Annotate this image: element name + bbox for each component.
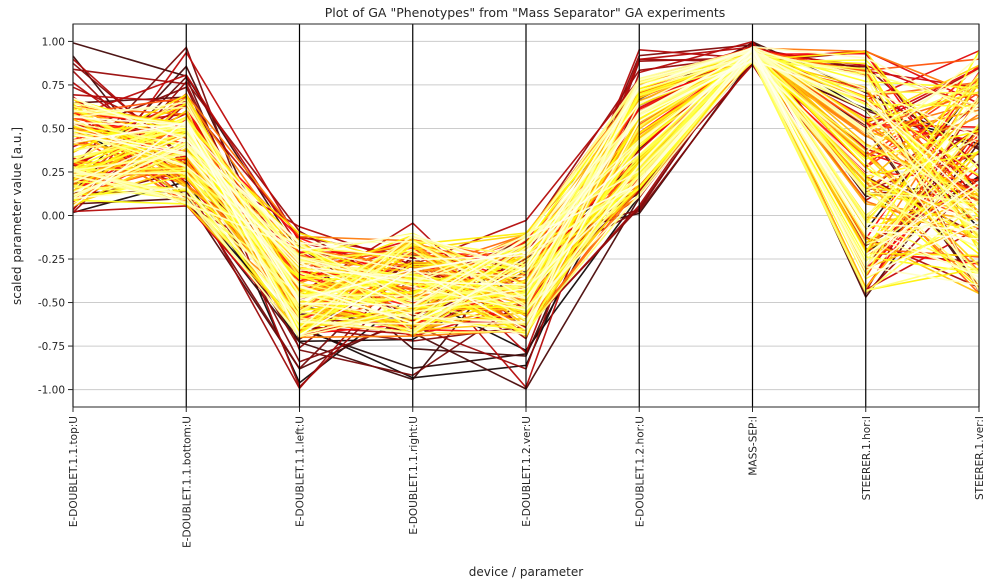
x-tick-label: E-DOUBLET.1.2.hor:U: [634, 416, 646, 527]
x-tick-label: E-DOUBLET.1.1.left:U: [295, 416, 307, 527]
chart-title: Plot of GA "Phenotypes" from "Mass Separ…: [325, 5, 726, 20]
y-tick-label: -0.25: [38, 254, 65, 266]
y-tick-label: 1.00: [42, 36, 65, 48]
y-axis-label: scaled parameter value [a.u.]: [10, 127, 24, 305]
y-ticks: 1.00 0.75 0.50 0.25 0.00 -0.25 -0.50 -0.75 -1.00: [38, 36, 73, 397]
x-tick-label: E-DOUBLET.1.1.bottom:U: [181, 416, 193, 548]
y-tick-label: -1.00: [38, 385, 65, 397]
x-tick-label: STEERER.1.hor:I: [861, 416, 873, 500]
x-tick-label: STEERER.1.ver:I: [974, 416, 986, 500]
x-ticks: E-DOUBLET.1.1.top:U E-DOUBLET.1.1.bottom:…: [68, 407, 986, 548]
x-tick-label: MASS-SEP:I: [748, 416, 760, 476]
y-tick-label: 0.00: [42, 211, 65, 223]
y-tick-label: 0.50: [42, 123, 65, 135]
y-tick-label: -0.50: [38, 298, 65, 310]
x-tick-label: E-DOUBLET.1.1.top:U: [68, 416, 80, 527]
x-tick-label: E-DOUBLET.1.2.ver:U: [521, 416, 533, 527]
x-tick-label: E-DOUBLET.1.1.right:U: [408, 416, 420, 535]
y-tick-label: -0.75: [38, 341, 65, 353]
x-axis-label: device / parameter: [469, 565, 584, 579]
y-tick-label: 0.25: [42, 167, 65, 179]
plot-frame: [72, 23, 980, 408]
y-tick-label: 0.75: [42, 80, 65, 92]
